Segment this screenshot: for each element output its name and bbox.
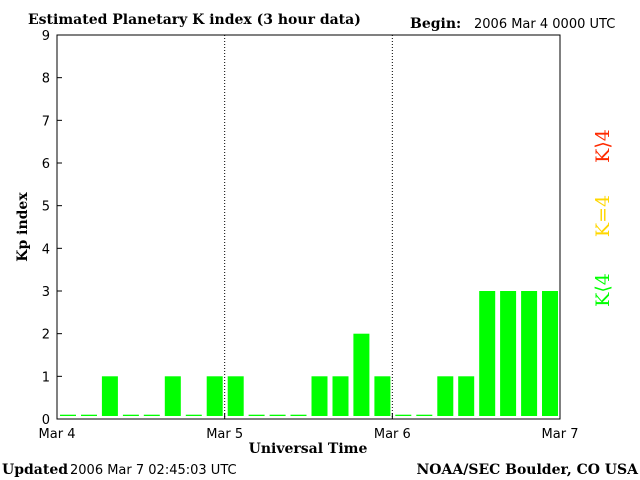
source-credit: NOAA/SEC Boulder, CO USA <box>417 462 640 478</box>
y-tick-label: 2 <box>42 328 50 343</box>
kp-bar <box>353 333 370 416</box>
x-tick-label: Mar 7 <box>542 427 579 442</box>
kp-bar <box>521 291 538 416</box>
begin-value: 2006 Mar 4 0000 UTC <box>474 17 615 32</box>
legend-equal: K=4 <box>592 195 614 237</box>
kp-bar <box>479 291 496 416</box>
y-tick-label: 9 <box>42 29 50 44</box>
kp-bar <box>185 414 202 416</box>
x-tick-label: Mar 4 <box>39 427 76 442</box>
kp-bar <box>248 414 265 416</box>
kp-bar <box>374 376 391 416</box>
bars-layer <box>60 291 558 416</box>
kp-bar <box>437 376 454 416</box>
chart-title: Estimated Planetary K index (3 hour data… <box>28 12 361 28</box>
kp-bar <box>164 376 181 416</box>
y-axis-label: Kp index <box>15 192 31 262</box>
y-tick-label: 6 <box>42 157 50 172</box>
y-tick-label: 3 <box>42 285 50 300</box>
kp-bar <box>269 414 286 416</box>
plot-frame <box>56 34 561 420</box>
kp-bar <box>60 414 76 416</box>
kp-bar <box>206 376 223 416</box>
day-dividers <box>224 35 393 419</box>
y-axis-ticks: 0 1 2 3 4 5 6 7 8 9 <box>42 29 62 428</box>
y-tick-label: 8 <box>42 72 50 87</box>
y-tick-label: 5 <box>42 200 50 215</box>
kp-bar <box>395 414 412 416</box>
y-tick-label: 7 <box>42 114 50 129</box>
kp-bar <box>143 414 160 416</box>
kp-bar <box>500 291 517 416</box>
kp-bar <box>290 414 307 416</box>
kp-bar <box>458 376 475 416</box>
y-tick-label: 0 <box>42 413 50 428</box>
x-axis-ticks: Mar 4 Mar 5 Mar 6 Mar 7 <box>39 413 579 442</box>
kp-bar <box>227 376 244 416</box>
x-tick-label: Mar 5 <box>206 427 243 442</box>
kp-bar <box>311 376 328 416</box>
x-axis-label: Universal Time <box>249 441 368 457</box>
kp-bar <box>81 414 97 416</box>
y-tick-label: 1 <box>42 370 50 385</box>
kp-bar <box>332 376 349 416</box>
kp-bar <box>101 376 118 416</box>
kp-bar <box>122 414 139 416</box>
y-tick-label: 4 <box>42 242 50 257</box>
updated-value: 2006 Mar 7 02:45:03 UTC <box>70 463 237 478</box>
x-tick-label: Mar 6 <box>374 427 411 442</box>
legend-below: K⟨4 <box>592 273 614 307</box>
legend-above: K⟩4 <box>592 129 614 163</box>
begin-label: Begin: <box>410 16 461 32</box>
kp-bar <box>416 414 433 416</box>
kp-bar <box>542 291 558 416</box>
updated-label: Updated <box>2 462 68 478</box>
